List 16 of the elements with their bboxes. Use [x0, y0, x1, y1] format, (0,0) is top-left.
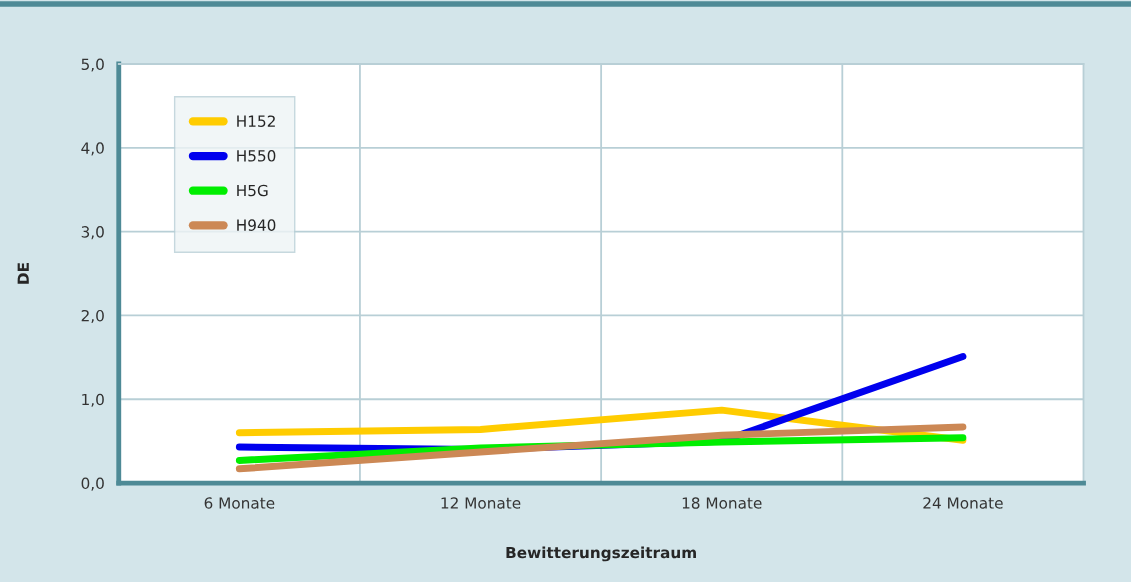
y-tick-label: 3,0 — [81, 226, 104, 240]
y-tick-label: 0,0 — [81, 477, 104, 491]
y-tick-label: 2,0 — [81, 309, 104, 324]
y-axis-title: DE — [17, 263, 29, 284]
legend-label: H550 — [237, 150, 276, 162]
y-tick-label: 1,0 — [82, 393, 104, 407]
x-axis-title: Bewitterungszeitraum — [506, 546, 696, 562]
legend-label: H152 — [237, 115, 275, 127]
x-tick-label: 12 Monate — [441, 497, 521, 509]
x-tick-label: 6 Monate — [204, 497, 275, 509]
legend-label: H5G — [237, 184, 268, 197]
y-tick-label: 5,0 — [81, 58, 104, 72]
y-tick-label: 4,0 — [81, 142, 104, 156]
x-tick-label: 18 Monate — [682, 497, 762, 509]
x-tick-label: 24 Monate — [923, 497, 1003, 509]
legend-label: H940 — [237, 219, 276, 231]
